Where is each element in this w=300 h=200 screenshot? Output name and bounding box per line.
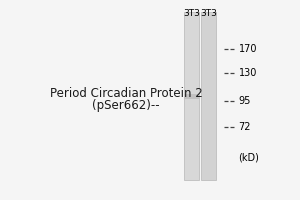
Text: Period Circadian Protein 2: Period Circadian Protein 2: [50, 87, 202, 100]
Text: 130: 130: [238, 68, 257, 78]
Text: (pSer662)--: (pSer662)--: [92, 99, 160, 112]
Text: 170: 170: [238, 44, 257, 54]
Text: 72: 72: [238, 122, 251, 132]
Text: (kD): (kD): [238, 152, 260, 162]
Text: 3T3: 3T3: [183, 9, 200, 18]
Bar: [184, 94, 199, 99]
Text: 95: 95: [238, 96, 251, 106]
Text: 3T3: 3T3: [200, 9, 217, 18]
Bar: [184, 12, 199, 180]
Bar: [201, 12, 216, 180]
